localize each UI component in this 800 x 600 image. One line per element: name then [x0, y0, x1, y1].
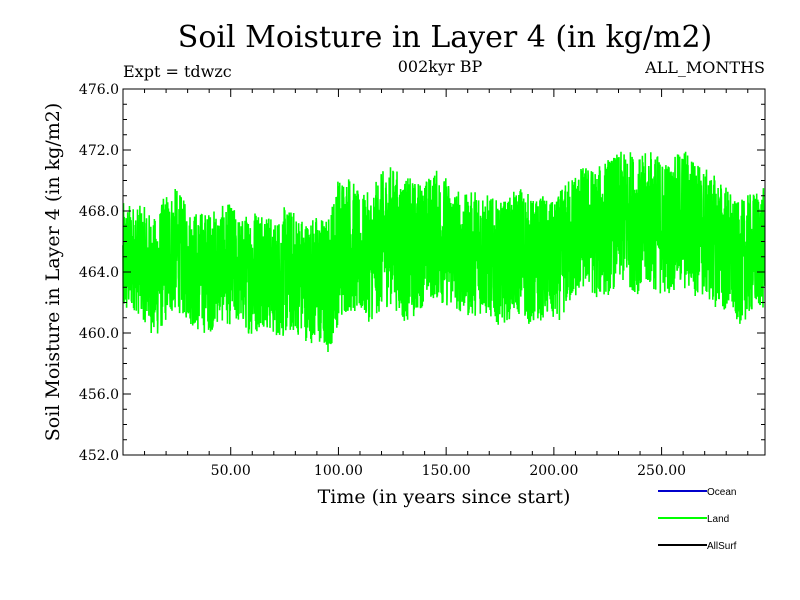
months-label: ALL_MONTHS — [644, 58, 765, 77]
x-tick-label: 200.00 — [529, 463, 578, 479]
x-tick-label: 250.00 — [637, 463, 686, 479]
y-tick-label: 472.0 — [79, 143, 119, 159]
x-axis: 50.00 100.00 150.00 200.00 250.00 — [144, 89, 749, 479]
y-tick-label: 456.0 — [79, 387, 119, 403]
y-axis: 452.0 456.0 460.0 464.0 468.0 472.0 476.0 — [79, 82, 765, 464]
experiment-label: Expt = tdwzc — [123, 62, 232, 81]
legend: Ocean Land AllSurf — [658, 487, 737, 552]
x-axis-label: Time (in years since start) — [318, 486, 571, 508]
x-tick-label: 150.00 — [422, 463, 471, 479]
y-tick-label: 476.0 — [79, 82, 119, 98]
legend-label-land: Land — [707, 514, 729, 525]
legend-label-ocean: Ocean — [707, 487, 736, 498]
legend-label-allsurf: AllSurf — [707, 541, 737, 552]
x-tick-label: 100.00 — [314, 463, 363, 479]
y-tick-label: 460.0 — [79, 326, 119, 342]
period-label: 002kyr BP — [398, 57, 483, 76]
plot-series — [122, 151, 766, 353]
y-tick-label: 452.0 — [79, 448, 119, 464]
y-axis-label: Soil Moisture in Layer 4 (in kg/m2) — [42, 103, 64, 442]
y-tick-label: 468.0 — [79, 204, 119, 220]
y-tick-label: 464.0 — [79, 265, 119, 281]
chart-title: Soil Moisture in Layer 4 (in kg/m2) — [178, 20, 712, 55]
series-line-land — [122, 151, 766, 353]
x-tick-label: 50.00 — [211, 463, 251, 479]
